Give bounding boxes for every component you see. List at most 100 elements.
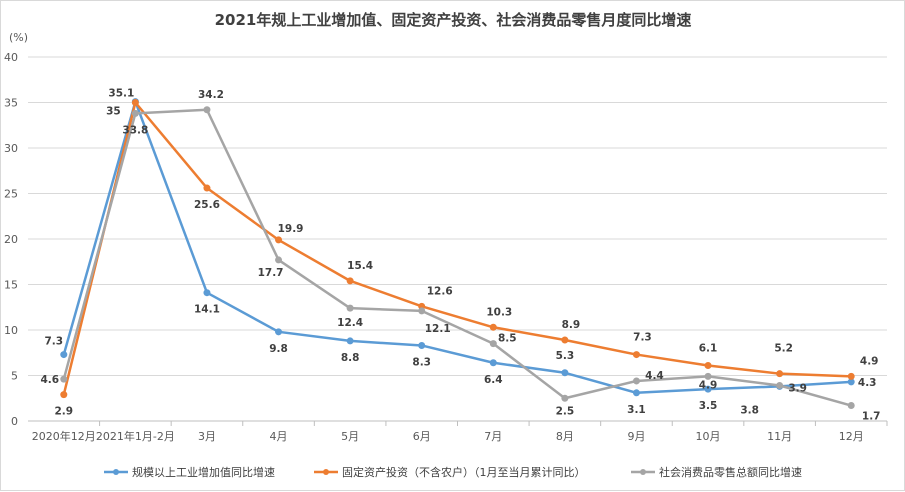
data-label: 8.9	[562, 319, 581, 331]
data-label: 4.6	[40, 374, 59, 386]
data-point	[704, 361, 712, 369]
series-line	[62, 100, 852, 395]
data-label: 4.3	[858, 377, 877, 389]
data-label: 8.8	[341, 352, 360, 364]
x-tick-label: 9月	[627, 430, 645, 443]
data-point	[131, 109, 139, 117]
data-point	[489, 340, 497, 348]
series-line	[62, 101, 852, 395]
data-point	[60, 375, 68, 383]
data-point	[418, 307, 426, 315]
y-tick-label: 40	[4, 51, 18, 64]
data-label: 3.8	[740, 404, 759, 416]
data-label: 14.1	[194, 304, 220, 316]
data-label: 12.1	[425, 323, 451, 335]
data-point	[275, 256, 283, 264]
data-label: 2.9	[54, 406, 73, 418]
x-tick-label: 12月	[839, 430, 864, 443]
data-point	[203, 184, 211, 192]
data-point	[60, 391, 68, 399]
x-tick-label: 7月	[484, 430, 502, 443]
legend-label: 社会消费品零售总额同比增速	[659, 465, 802, 479]
series-line	[62, 108, 852, 407]
y-tick-label: 20	[4, 233, 18, 246]
y-tick-label: 25	[4, 188, 18, 201]
data-point	[847, 402, 855, 410]
data-point	[632, 351, 640, 359]
data-label: 7.3	[44, 336, 63, 348]
x-tick-label: 2020年12月	[32, 429, 96, 443]
data-label: 8.3	[412, 356, 431, 368]
data-label: 3.1	[627, 404, 646, 416]
data-label: 6.4	[484, 374, 503, 386]
data-point	[776, 382, 784, 390]
x-tick-label: 10月	[696, 430, 721, 443]
data-point	[346, 304, 354, 312]
x-tick-label: 5月	[341, 430, 359, 443]
x-tick-label: 4月	[270, 430, 288, 443]
x-tick-label: 2021年1月-2月	[96, 429, 175, 443]
data-point	[704, 372, 712, 380]
data-label: 35.1	[108, 88, 134, 100]
y-tick-label: 10	[4, 324, 18, 337]
data-label: 15.4	[347, 260, 373, 272]
data-point	[847, 372, 855, 380]
data-label: 33.8	[122, 124, 148, 136]
data-label: 5.2	[774, 343, 793, 355]
data-point	[847, 378, 855, 386]
data-label: 5.3	[556, 350, 575, 362]
data-label: 6.1	[699, 342, 718, 354]
data-label: 3.5	[699, 400, 718, 412]
legend-marker	[113, 469, 119, 475]
y-axis-label: (%)	[9, 31, 28, 44]
data-label: 4.9	[699, 379, 718, 391]
data-point	[275, 328, 283, 336]
data-label: 8.5	[498, 333, 517, 345]
data-label: 7.3	[633, 332, 652, 344]
data-label: 4.4	[645, 370, 664, 382]
x-tick-label: 6月	[413, 430, 431, 443]
data-label: 35	[106, 106, 121, 118]
legend-marker	[640, 469, 646, 475]
data-label: 34.2	[198, 89, 224, 101]
x-tick-label: 3月	[198, 430, 216, 443]
data-label: 2.5	[556, 405, 575, 417]
data-label: 1.7	[862, 411, 881, 423]
data-label: 25.6	[194, 199, 220, 211]
legend-label: 固定资产投资（不含农户）（1月至当月累计同比）	[342, 465, 586, 479]
data-label: 3.9	[788, 383, 807, 395]
legend-label: 规模以上工业增加值同比增速	[132, 465, 275, 479]
data-point	[561, 369, 569, 377]
x-tick-label: 11月	[767, 430, 792, 443]
y-tick-label: 5	[11, 370, 18, 383]
data-point	[632, 377, 640, 385]
y-tick-label: 35	[4, 97, 18, 110]
data-point	[60, 351, 68, 359]
data-label: 17.7	[258, 267, 284, 279]
data-point	[203, 289, 211, 297]
data-point	[346, 277, 354, 285]
data-point	[704, 385, 712, 393]
data-label: 9.8	[269, 343, 288, 355]
y-tick-label: 15	[4, 279, 18, 292]
y-tick-label: 0	[11, 415, 18, 428]
data-point	[489, 323, 497, 331]
data-point	[776, 370, 784, 378]
data-label: 19.9	[278, 223, 304, 235]
data-label: 12.6	[427, 285, 453, 297]
data-label: 4.9	[860, 355, 879, 367]
data-point	[418, 341, 426, 349]
data-label: 10.3	[486, 306, 512, 318]
data-point	[632, 389, 640, 397]
data-label: 12.4	[337, 317, 363, 329]
x-tick-label: 8月	[556, 430, 574, 443]
data-point	[561, 336, 569, 344]
data-point	[131, 99, 139, 106]
data-point	[489, 359, 497, 367]
data-point	[346, 337, 354, 345]
data-point	[275, 236, 283, 244]
chart-title: 2021年规上工业增加值、固定资产投资、社会消费品零售月度同比增速	[215, 11, 692, 29]
data-point	[203, 106, 211, 114]
data-point	[561, 394, 569, 402]
